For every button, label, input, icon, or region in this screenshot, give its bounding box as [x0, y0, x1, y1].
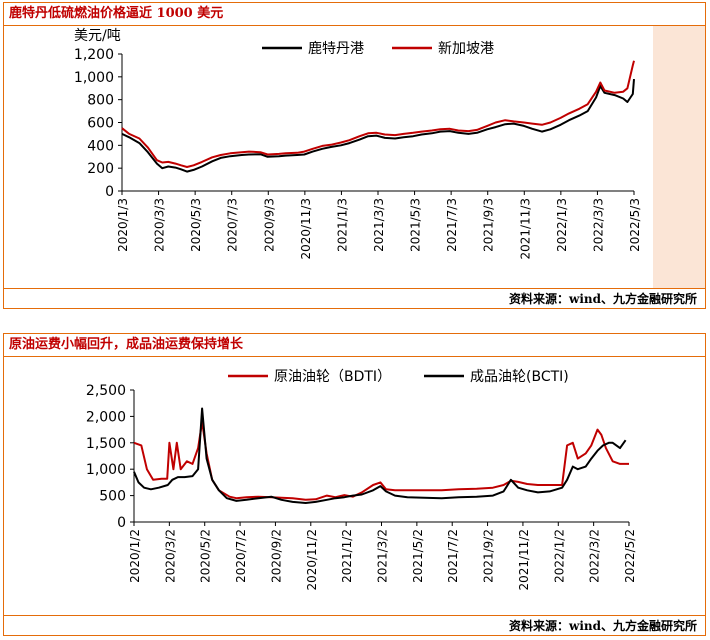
y-tick-label: 0	[117, 515, 126, 531]
x-tick-label: 2022/3/2	[588, 529, 602, 583]
y-tick-label: 2,500	[86, 383, 126, 399]
x-tick-label: 2021/3/3	[372, 198, 386, 252]
y-tick-label: 200	[87, 161, 114, 177]
x-tick-label: 2020/5/3	[189, 198, 203, 252]
y-tick-label: 1,000	[74, 70, 114, 86]
legend-label: 鹿特丹港	[308, 40, 364, 57]
x-tick-label: 2020/7/3	[226, 198, 240, 252]
x-tick-label: 2022/1/3	[555, 198, 569, 252]
freight-index-chart: 0 500 1,000 1,500 2,000 2,500 2020/1/2 2020/3/2…	[86, 369, 637, 591]
chart-area: 0 200 400 600 800 1,000 1,200 美元/吨 2020/1/3 2020/…	[4, 26, 705, 288]
x-tick-label: 2021/1/3	[335, 198, 349, 252]
x-tick-label: 2020/9/3	[262, 198, 276, 252]
y-tick-label: 400	[87, 138, 114, 154]
x-tick-label: 2020/1/3	[116, 198, 130, 252]
x-tick-label: 2022/5/3	[628, 198, 642, 252]
x-tick-label: 2022/3/3	[591, 198, 605, 252]
series-line	[121, 60, 635, 168]
chart-area: 0 500 1,000 1,500 2,000 2,500 2020/1/2 2020/3/2…	[4, 357, 705, 615]
series-line	[121, 79, 635, 173]
x-tick-label: 2022/1/2	[552, 529, 566, 583]
y-axis-title: 美元/吨	[74, 28, 121, 44]
legend-label: 成品油轮(BCTI)	[470, 369, 569, 385]
x-tick-label: 2021/11/3	[518, 198, 532, 260]
source-note: 资料来源：wind、九方金融研究所	[4, 615, 705, 635]
chart-panel-rotterdam: 鹿特丹低硫燃油价格逼近 1000 美元 0 200 400 600 800 1,000 1,…	[3, 2, 706, 309]
panel-title: 原油运费小幅回升，成品油运费保持增长	[4, 334, 705, 357]
x-tick-label: 2020/5/2	[199, 529, 213, 583]
y-tick-label: 600	[87, 116, 114, 132]
x-tick-label: 2020/3/3	[153, 198, 167, 252]
x-tick-label: 2021/5/2	[411, 529, 425, 583]
x-tick-label: 2022/5/2	[623, 529, 637, 583]
legend-label: 原油油轮（BDTI）	[274, 369, 391, 385]
x-tick-label: 2021/7/3	[445, 198, 459, 252]
x-tick-label: 2021/9/2	[482, 529, 496, 583]
fuel-price-chart: 0 200 400 600 800 1,000 1,200 美元/吨 2020/1/3 2020/…	[74, 28, 642, 260]
series-line	[133, 407, 627, 504]
x-tick-label: 2020/1/2	[128, 529, 142, 583]
x-tick-label: 2021/1/2	[340, 529, 354, 583]
x-tick-label: 2020/9/2	[269, 529, 283, 583]
x-tick-label: 2020/11/3	[299, 198, 313, 260]
series-line	[133, 420, 629, 501]
y-tick-label: 1,200	[74, 47, 114, 63]
y-tick-label: 1,500	[86, 436, 126, 452]
y-tick-label: 1,000	[86, 462, 126, 478]
source-note: 资料来源：wind、九方金融研究所	[4, 288, 705, 308]
decorative-strip	[653, 26, 705, 288]
x-tick-label: 2021/5/3	[409, 198, 423, 252]
x-tick-label: 2021/7/2	[446, 529, 460, 583]
panel-title: 鹿特丹低硫燃油价格逼近 1000 美元	[4, 3, 705, 26]
x-tick-label: 2021/9/3	[482, 198, 496, 252]
chart-panel-freight: 原油运费小幅回升，成品油运费保持增长 0 500 1,000 1,500 2,000 2,…	[3, 333, 706, 636]
x-tick-label: 2021/11/2	[517, 529, 531, 591]
x-tick-label: 2020/11/2	[305, 529, 319, 591]
y-tick-label: 0	[105, 184, 114, 200]
legend-label: 新加坡港	[438, 41, 494, 57]
x-tick-label: 2020/3/2	[163, 529, 177, 583]
y-tick-label: 500	[99, 489, 126, 505]
x-tick-label: 2020/7/2	[234, 529, 248, 583]
y-tick-label: 800	[87, 93, 114, 109]
y-tick-label: 2,000	[86, 409, 126, 425]
x-tick-label: 2021/3/2	[376, 529, 390, 583]
